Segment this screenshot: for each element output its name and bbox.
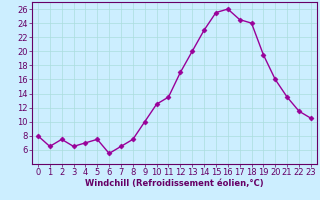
X-axis label: Windchill (Refroidissement éolien,°C): Windchill (Refroidissement éolien,°C) (85, 179, 264, 188)
